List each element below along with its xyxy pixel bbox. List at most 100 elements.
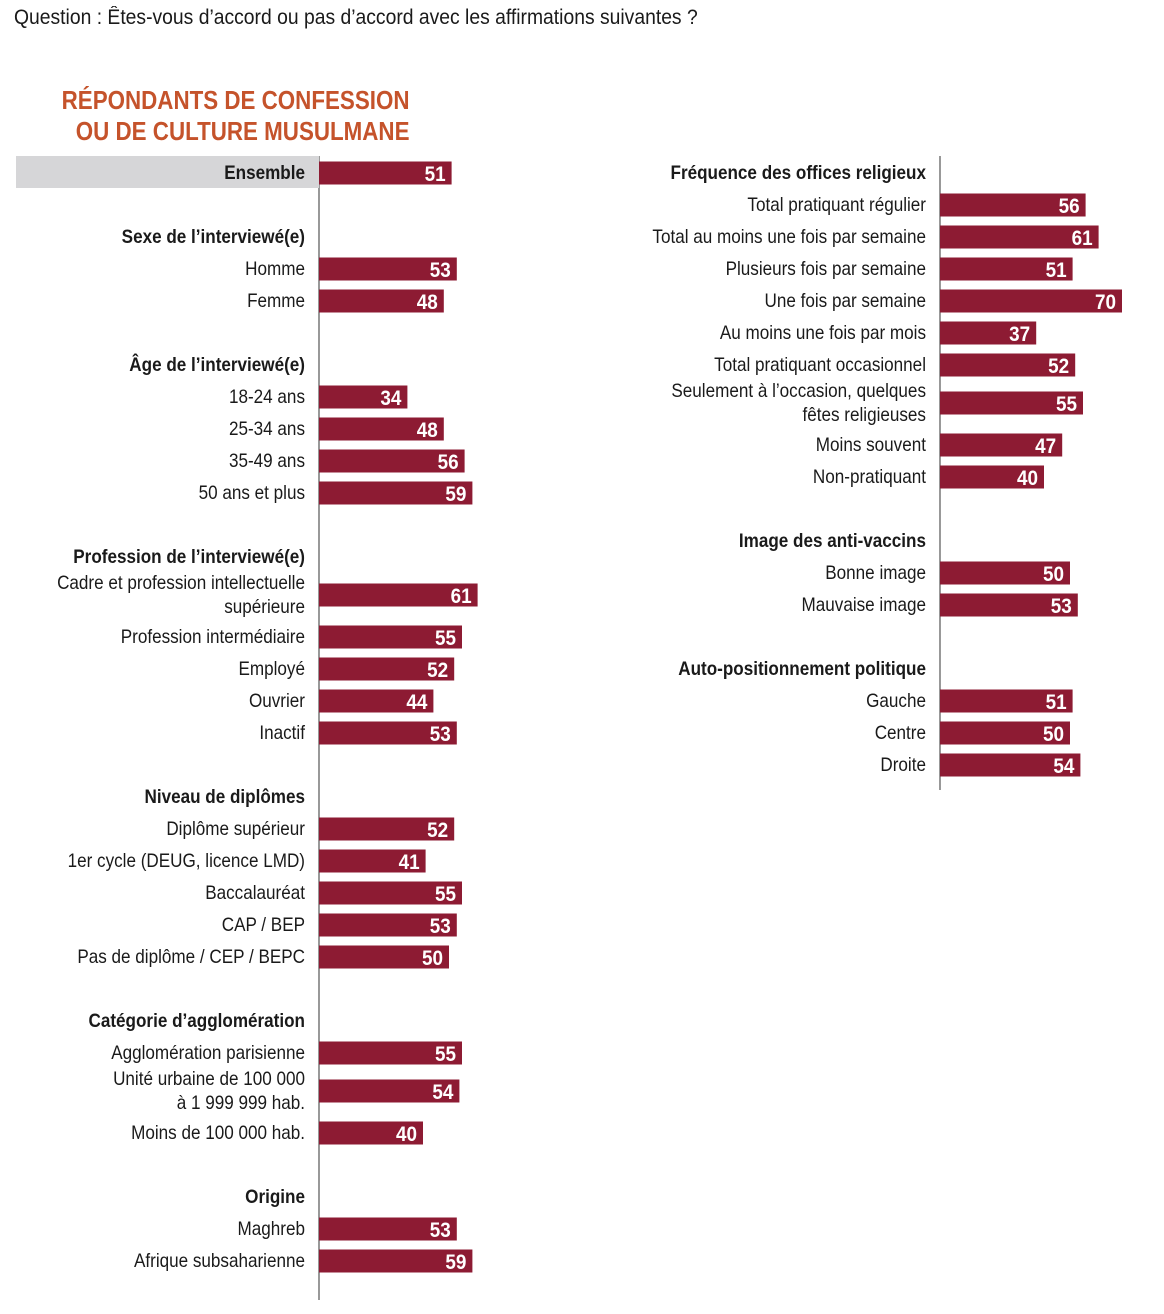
bar-centre [940,721,1070,745]
bar-total-pratiquant-occasionnel [940,353,1076,377]
row-label-25-34-ans: 25-34 ans [229,418,305,439]
value-label-au-moins-une-fois-par-mois: 37 [1009,323,1030,346]
bar-au-moins-une-fois-par-mois [940,321,1037,345]
row-label-non-pratiquant: Non-pratiquant [813,466,926,487]
value-label-1er-cycle-deug-licence-lmd: 41 [399,851,420,874]
value-label-ouvrier: 44 [406,691,427,714]
group-header-frequence-des-offices-religieux: Fréquence des offices religieux [671,162,926,183]
row-label-moins-souvent: Moins souvent [816,434,926,455]
value-label-pas-de-diplome-cep-bepc: 50 [422,947,443,970]
row-label-baccalaureat: Baccalauréat [205,882,305,903]
value-label-18-24-ans: 34 [380,387,401,410]
value-label-bonne-image: 50 [1043,563,1064,586]
bar-cap-bep [319,913,457,937]
row-label-1er-cycle-deug-licence-lmd: 1er cycle (DEUG, licence LMD) [68,850,305,871]
row-label-mauvaise-image: Mauvaise image [802,594,926,615]
row-label-maghreb: Maghreb [238,1218,305,1239]
group-header-sexe-de-l-interviewe-e: Sexe de l’interviewé(e) [122,226,305,247]
group-header-niveau-de-diplomes: Niveau de diplômes [145,786,305,807]
highlight-band [16,156,319,188]
value-label-moins-souvent: 47 [1035,435,1056,458]
value-label-une-fois-par-semaine: 70 [1095,291,1116,314]
bar-35-49-ans [319,449,465,473]
bar-droite [940,753,1081,777]
row-label-total-pratiquant-regulier: Total pratiquant régulier [747,194,926,215]
bar-baccalaureat [319,881,462,905]
row-label-au-moins-une-fois-par-mois: Au moins une fois par mois [720,322,926,343]
bar-moins-de-100-000-hab [319,1121,423,1145]
row-label-plusieurs-fois-par-semaine: Plusieurs fois par semaine [726,258,926,279]
value-label-baccalaureat: 55 [435,883,456,906]
value-label-agglomeration-parisienne: 55 [435,1043,456,1066]
row-label-cadre-et-profession-intellectuelle-super-l1: Cadre et profession intellectuelle [57,572,305,593]
row-label-unite-urbaine-de-100-000-a-1-999-999-hab-l2: à 1 999 999 hab. [177,1092,305,1113]
value-label-employe: 52 [427,659,448,682]
value-label-cadre-et-profession-intellectuelle-super: 61 [451,585,472,608]
group-header-auto-positionnement-politique: Auto-positionnement politique [678,658,926,679]
value-label-gauche: 51 [1046,691,1067,714]
value-label-35-49-ans: 56 [438,451,459,474]
row-label-une-fois-par-semaine: Une fois par semaine [765,290,926,311]
row-label-afrique-subsaharienne: Afrique subsaharienne [134,1250,305,1271]
value-label-50-ans-et-plus: 59 [445,483,466,506]
row-label-centre: Centre [875,722,926,743]
row-label-gauche: Gauche [866,690,926,711]
row-label-ensemble: Ensemble [224,162,305,183]
group-header-image-des-anti-vaccins: Image des anti-vaccins [739,530,926,551]
value-label-profession-intermediaire: 55 [435,627,456,650]
row-label-homme: Homme [245,258,305,279]
value-label-total-pratiquant-regulier: 56 [1059,195,1080,218]
row-label-seulement-a-l-occasion-quelques-fetes-re-l2: fêtes religieuses [803,404,926,425]
value-label-seulement-a-l-occasion-quelques-fetes-re: 55 [1056,393,1077,416]
row-label-profession-intermediaire: Profession intermédiaire [121,626,305,647]
bar-ouvrier [319,689,434,713]
bar-ensemble [319,161,452,185]
bar-employe [319,657,455,681]
bar-femme [319,289,444,313]
value-label-homme: 53 [430,259,451,282]
bar-homme [319,257,457,281]
row-label-total-pratiquant-occasionnel: Total pratiquant occasionnel [714,354,926,375]
bar-cadre-et-profession-intellectuelle-super [319,583,478,607]
chart-column-2: Fréquence des offices religieux Total pra… [652,156,1122,790]
bar-maghreb [319,1217,457,1241]
group-header-profession-de-l-interviewe-e: Profession de l’interviewé(e) [73,546,305,567]
bar-18-24-ans [319,385,408,409]
row-label-35-49-ans: 35-49 ans [229,450,305,471]
bar-une-fois-par-semaine [940,289,1122,313]
value-label-ensemble: 51 [425,163,446,186]
bar-total-au-moins-une-fois-par-semaine [940,225,1099,249]
bar-plusieurs-fois-par-semaine [940,257,1073,281]
bar-seulement-a-l-occasion-quelques-fetes-re [940,391,1083,415]
chart-column-1: Ensemble 51 Sexe de l’interviewé(e) Homme 53… [16,156,478,1300]
row-label-pas-de-diplome-cep-bepc: Pas de diplôme / CEP / BEPC [77,946,305,967]
row-label-unite-urbaine-de-100-000-a-1-999-999-hab-l1: Unité urbaine de 100 000 [113,1068,305,1089]
bar-inactif [319,721,457,745]
value-label-centre: 50 [1043,723,1064,746]
bar-agglomeration-parisienne [319,1041,462,1065]
value-label-diplome-superieur: 52 [427,819,448,842]
row-label-cap-bep: CAP / BEP [222,914,305,935]
row-label-moins-de-100-000-hab: Moins de 100 000 hab. [131,1122,305,1143]
subtitle-line-2: OU DE CULTURE MUSULMANE [75,116,409,146]
bar-profession-intermediaire [319,625,462,649]
question-title: Question : Êtes-vous d’accord ou pas d’a… [14,6,698,29]
row-label-total-au-moins-une-fois-par-semaine: Total au moins une fois par semaine [652,226,926,247]
row-label-50-ans-et-plus: 50 ans et plus [199,482,305,503]
group-header-origine: Origine [245,1186,305,1207]
bar-gauche [940,689,1073,713]
value-label-total-au-moins-une-fois-par-semaine: 61 [1072,227,1093,250]
row-label-cadre-et-profession-intellectuelle-super-l2: supérieure [224,596,305,617]
bar-diplome-superieur [319,817,455,841]
bar-50-ans-et-plus [319,481,473,505]
row-label-droite: Droite [880,754,926,775]
row-label-ouvrier: Ouvrier [249,690,305,711]
value-label-cap-bep: 53 [430,915,451,938]
value-label-inactif: 53 [430,723,451,746]
row-label-inactif: Inactif [259,722,306,743]
value-label-25-34-ans: 48 [417,419,438,442]
value-label-droite: 54 [1053,755,1074,778]
bar-moins-souvent [940,433,1063,457]
value-label-moins-de-100-000-hab: 40 [396,1123,417,1146]
